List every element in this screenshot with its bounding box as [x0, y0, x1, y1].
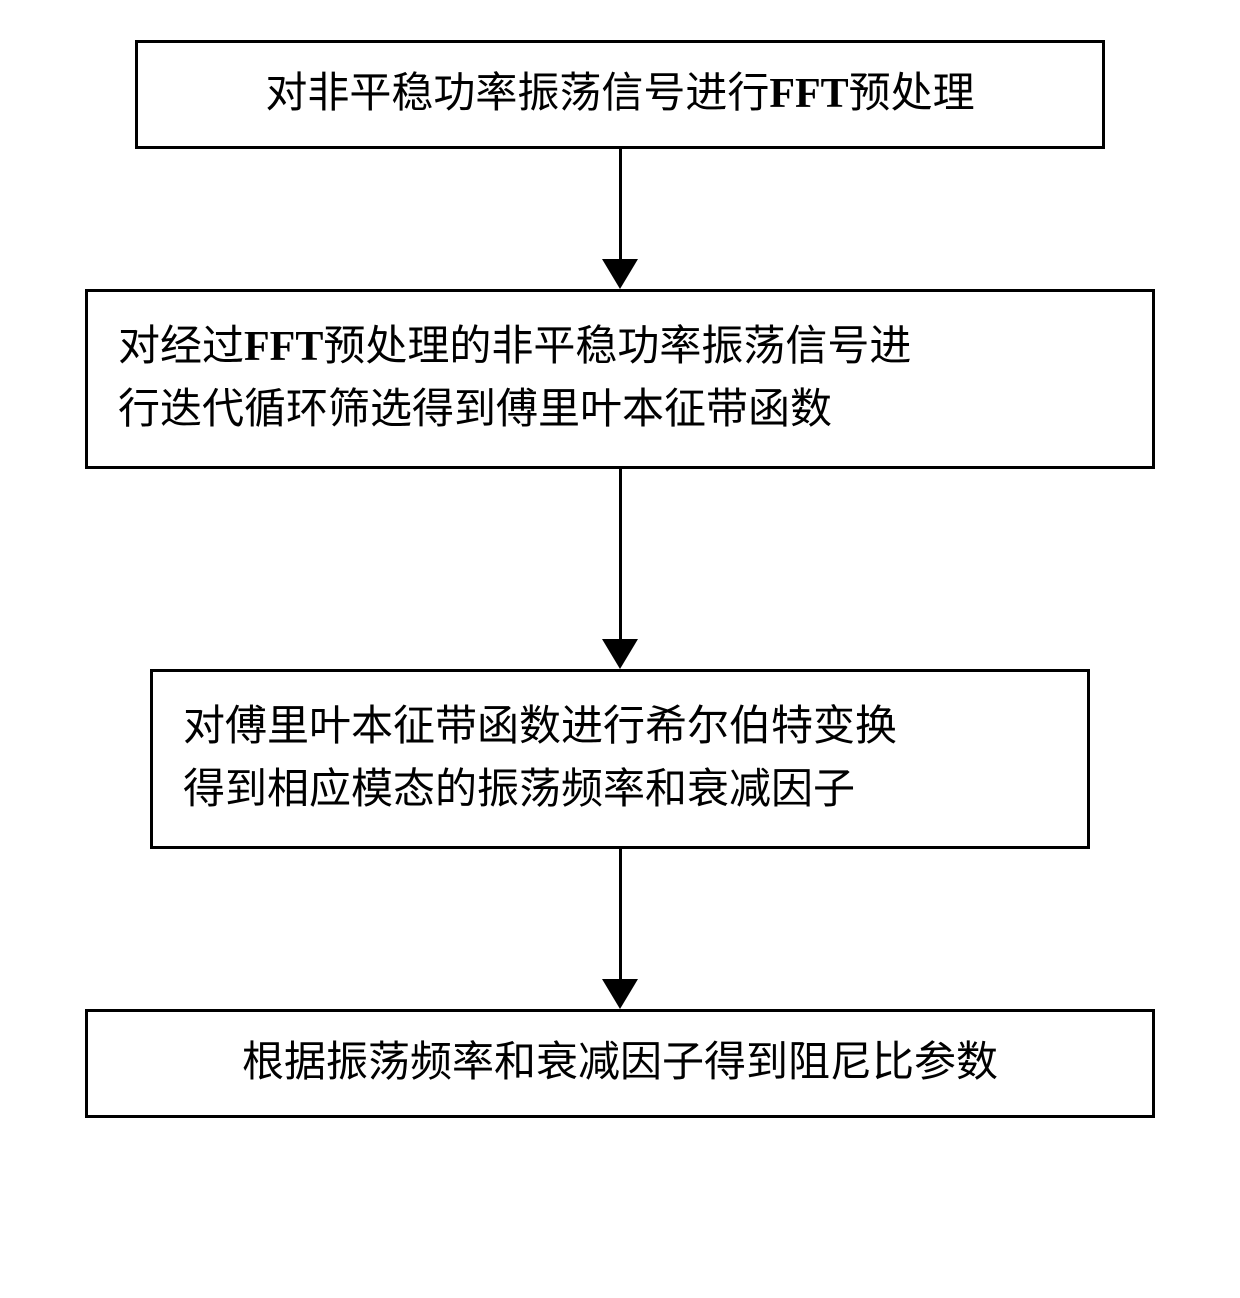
- arrow-2-head: [602, 639, 638, 669]
- arrow-2: [602, 469, 638, 669]
- arrow-3: [602, 849, 638, 1009]
- arrow-1-line: [619, 149, 622, 259]
- flowchart-step-2: 对经过FFT预处理的非平稳功率振荡信号进 行迭代循环筛选得到傅里叶本征带函数: [85, 289, 1155, 469]
- flowchart-step-1: 对非平稳功率振荡信号进行FFT预处理: [135, 40, 1105, 149]
- step-1-text-b: 预处理: [849, 71, 975, 117]
- step-3-line-1: 对傅里叶本征带函数进行希尔伯特变换: [183, 696, 1057, 759]
- step-1-text-a: 对非平稳功率振荡信号进行: [265, 71, 769, 117]
- flowchart-container: 对非平稳功率振荡信号进行FFT预处理 对经过FFT预处理的非平稳功率振荡信号进 …: [60, 40, 1180, 1118]
- step-2-line-2: 行迭代循环筛选得到傅里叶本征带函数: [118, 379, 1122, 442]
- flowchart-step-3: 对傅里叶本征带函数进行希尔伯特变换 得到相应模态的振荡频率和衰减因子: [150, 669, 1090, 849]
- step-1-fft-label: FFT: [769, 71, 848, 117]
- step-2-line-1: 对经过FFT预处理的非平稳功率振荡信号进: [118, 316, 1122, 379]
- step-4-text: 根据振荡频率和衰减因子得到阻尼比参数: [242, 1040, 998, 1086]
- step-3-line-2: 得到相应模态的振荡频率和衰减因子: [183, 759, 1057, 822]
- arrow-1: [602, 149, 638, 289]
- arrow-2-line: [619, 469, 622, 639]
- arrow-3-head: [602, 979, 638, 1009]
- arrow-1-head: [602, 259, 638, 289]
- arrow-3-line: [619, 849, 622, 979]
- flowchart-step-4: 根据振荡频率和衰减因子得到阻尼比参数: [85, 1009, 1155, 1118]
